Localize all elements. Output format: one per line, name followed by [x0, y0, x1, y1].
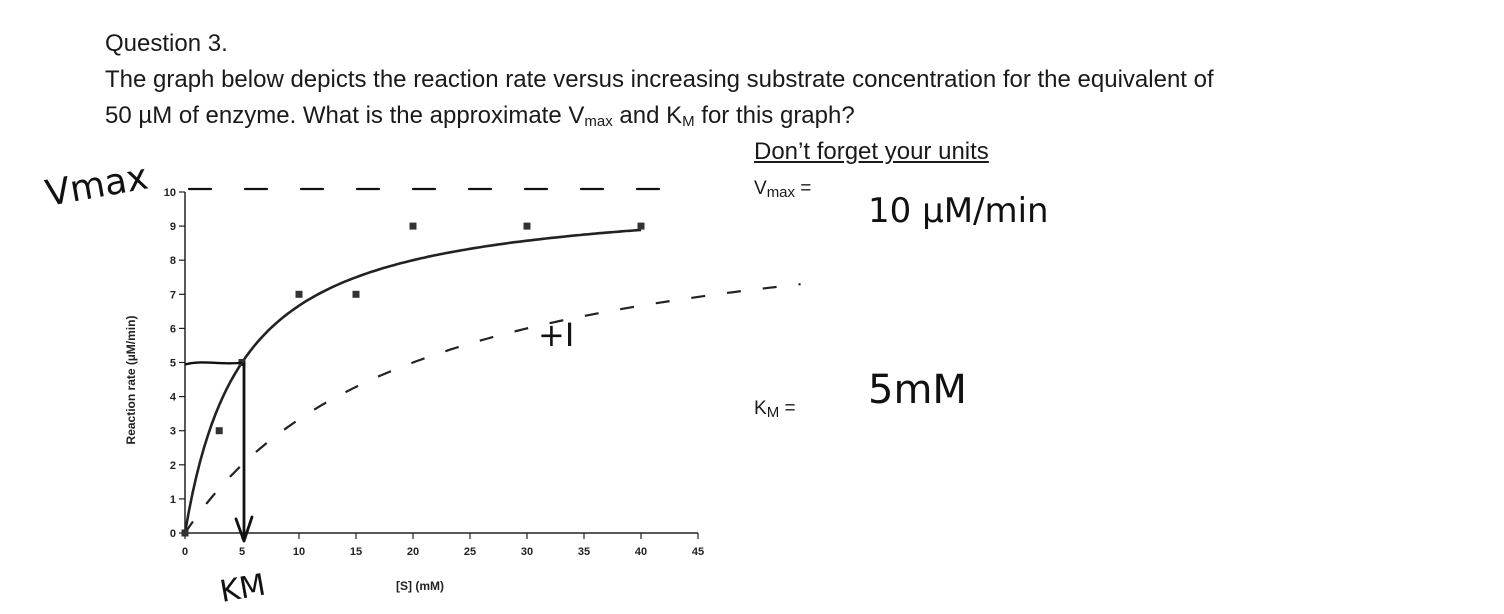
chart-axes — [184, 192, 698, 534]
question-text-part-c: for this graph? — [694, 102, 855, 129]
question-text-line2: 50 µM of enzyme. What is the approximate… — [105, 102, 855, 130]
y-tick-label: 1 — [170, 494, 176, 506]
vmax-subscript: max — [584, 113, 613, 130]
question-text-part-a: 50 µM of enzyme. What is the approximate… — [105, 102, 585, 129]
vmax-answer-label: Vmax = — [754, 178, 812, 201]
x-tick-label: 35 — [578, 546, 590, 558]
y-axis-title: Reaction rate (µM/min) — [124, 316, 138, 445]
km-arrow-head — [234, 515, 254, 543]
x-tick-label: 15 — [350, 546, 362, 558]
y-tick-label: 6 — [170, 323, 176, 335]
chart-points — [181, 222, 645, 537]
handwritten-vmax-answer: 10 µM/min — [868, 191, 1049, 231]
fit-curve — [183, 228, 642, 534]
data-point — [523, 222, 531, 230]
x-tick-label: 30 — [521, 546, 533, 558]
handwritten-km: KM — [217, 567, 268, 609]
x-tick-label: 10 — [293, 546, 305, 558]
y-tick-label: 9 — [170, 221, 176, 233]
x-tick-label: 20 — [407, 546, 419, 558]
x-tick-label: 25 — [464, 546, 476, 558]
x-tick-label: 5 — [239, 546, 245, 558]
units-reminder: Don’t forget your units — [754, 138, 989, 165]
half-vmax-line — [184, 361, 243, 366]
data-point — [215, 427, 223, 435]
y-tick-label: 5 — [170, 358, 176, 370]
y-tick-label: 4 — [170, 392, 177, 404]
y-tick-label: 2 — [170, 460, 176, 472]
data-point — [637, 222, 645, 230]
y-tick-label: 3 — [170, 426, 176, 438]
y-tick-label: 7 — [170, 289, 176, 301]
km-answer-label: KM = — [754, 398, 796, 421]
handwritten-inhibitor: +I — [538, 316, 574, 354]
x-tick-label: 40 — [635, 546, 647, 558]
question-title: Question 3. — [105, 30, 228, 57]
y-tick-label: 10 — [164, 187, 176, 199]
x-tick-label: 0 — [182, 546, 188, 558]
km-subscript: M — [682, 113, 695, 130]
handwritten-vmax: Vmax — [42, 157, 151, 215]
inhibited-curve-dashed — [184, 283, 801, 534]
handwritten-annotations — [184, 187, 688, 543]
x-axis-title: [S] (mM) — [396, 579, 444, 593]
question-text-line1: The graph below depicts the reaction rat… — [105, 66, 1214, 93]
data-point — [352, 290, 360, 298]
chart-curves — [183, 228, 801, 534]
y-tick-label: 8 — [170, 255, 176, 267]
data-point — [181, 529, 189, 537]
handwritten-km-answer: 5mM — [868, 367, 967, 413]
x-tick-label: 45 — [692, 546, 704, 558]
data-point — [409, 222, 417, 230]
y-tick-label: 0 — [170, 528, 176, 540]
question-text-part-b: and K — [612, 102, 683, 129]
data-point — [295, 290, 303, 298]
